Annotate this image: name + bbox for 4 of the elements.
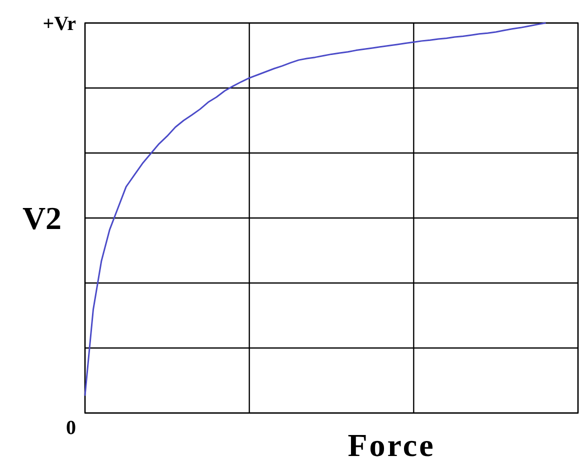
y-axis-title: V2	[22, 200, 62, 236]
x-axis-title: Force	[348, 427, 436, 463]
text: +Vr	[42, 13, 76, 35]
text: 0	[66, 417, 76, 439]
